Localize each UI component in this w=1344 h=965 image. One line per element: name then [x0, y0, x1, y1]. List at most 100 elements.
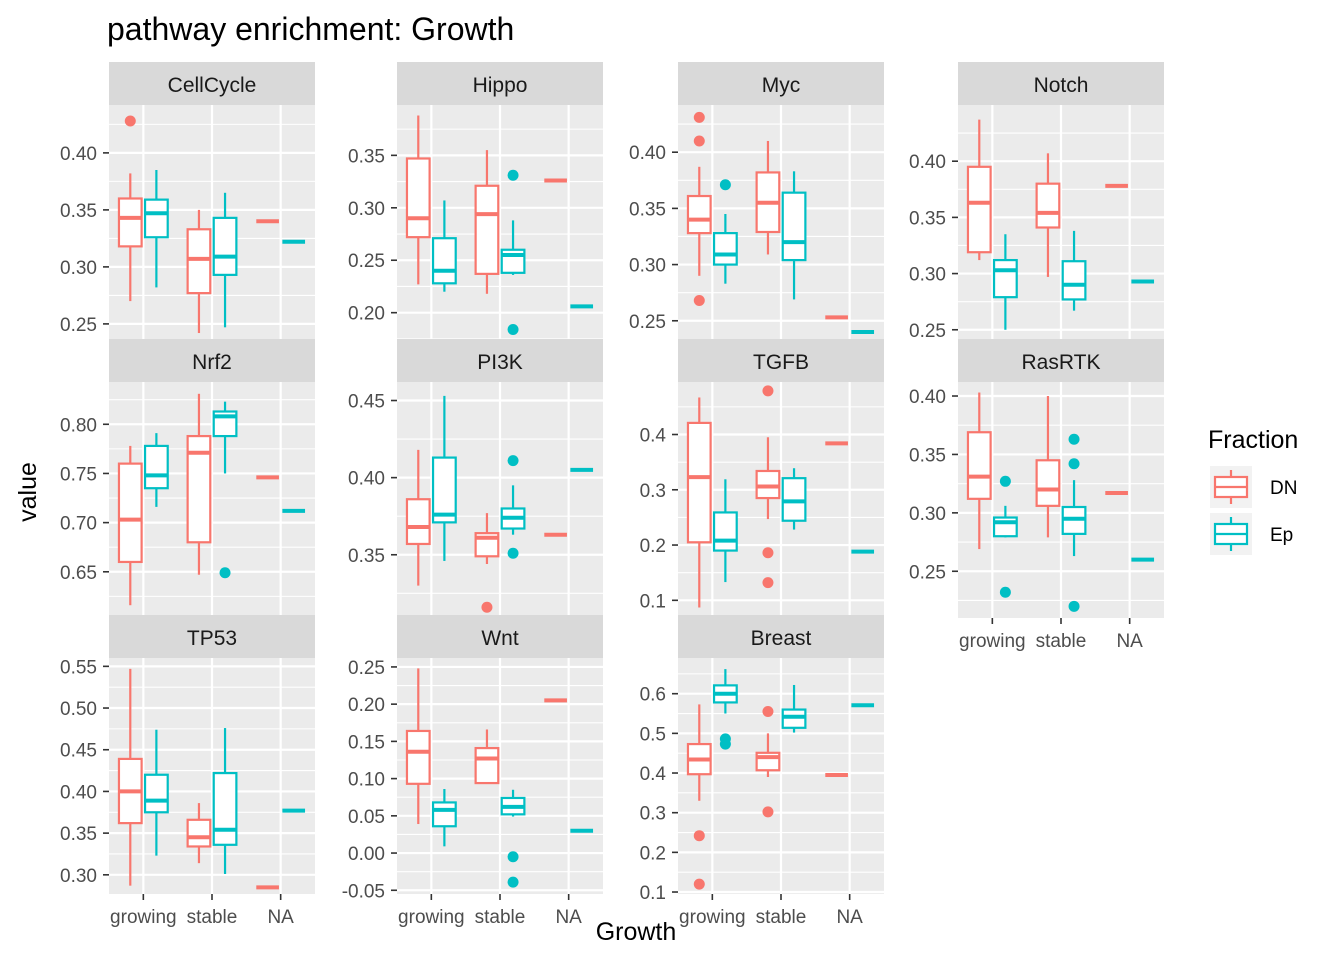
box-body	[1035, 182, 1061, 229]
box-stable-Ep	[212, 401, 238, 579]
facet-strip	[678, 615, 884, 658]
facet-Wnt: Wnt -0.05 0.00 0.05 0.10 0.15 0.20 0.25 growing s…	[342, 615, 603, 928]
y-tick-label: 0.40	[909, 387, 946, 408]
y-tick-label: 0.6	[640, 685, 666, 706]
y-tick-label: 0.75	[60, 464, 97, 485]
y-tick-label: 0.50	[60, 699, 97, 720]
y-tick-label: 0.40	[60, 782, 97, 803]
outlier-point	[693, 830, 705, 842]
y-tick-label: 0.55	[60, 657, 97, 678]
box-body	[712, 511, 738, 552]
legend-keys: DN Ep	[1210, 466, 1297, 555]
box-body	[117, 197, 143, 248]
box-growing-Ep	[712, 179, 738, 284]
box-stable-Ep	[212, 192, 238, 328]
x-tick-label: NA	[1116, 631, 1143, 652]
outlier-point	[762, 577, 774, 589]
y-tick-label: 0.3	[640, 804, 666, 825]
x-tick-label: growing	[679, 907, 746, 928]
box-growing-Ep	[143, 433, 169, 507]
box-body	[431, 456, 457, 524]
y-tick-label: -0.05	[342, 881, 385, 902]
facet-strip	[678, 339, 884, 382]
box-growing-Ep	[712, 669, 738, 750]
outlier-point	[1068, 433, 1080, 445]
y-tick-label: 0.30	[909, 504, 946, 525]
box-body	[143, 773, 169, 814]
x-tick-label: growing	[110, 907, 177, 928]
y-tick-label: 0.30	[629, 256, 666, 277]
outlier-point	[507, 169, 519, 181]
facet-TGFB: TGFB 0.1 0.2 0.3 0.4	[640, 339, 884, 624]
facet-Breast: Breast 0.1 0.2 0.3 0.4 0.5 0.6 growing stable NA	[640, 615, 884, 928]
facet-strip	[958, 339, 1164, 382]
box-body	[143, 444, 169, 490]
facet-strip-label: CellCycle	[168, 74, 257, 97]
outlier-point	[507, 547, 519, 559]
box-stable-Ep	[500, 455, 526, 559]
box-body	[186, 434, 212, 544]
outlier-point	[693, 111, 705, 123]
outlier-point	[762, 547, 774, 559]
box-growing-Ep	[431, 395, 457, 561]
facet-strip-label: PI3K	[477, 351, 523, 374]
facets-layer: CellCycle 0.25 0.30 0.35 0.40 Hippo 0.20 0.25 0.…	[60, 62, 1164, 928]
facet-strip	[397, 339, 603, 382]
y-tick-label: 0.4	[640, 764, 667, 785]
box-body	[405, 157, 431, 239]
y-tick-label: 0.25	[909, 562, 946, 583]
box-body	[686, 194, 712, 235]
facet-RasRTK: RasRTK 0.25 0.30 0.35 0.40 growing stable NA	[909, 339, 1164, 652]
facet-strip-label: Wnt	[481, 627, 519, 650]
facet-strip-label: Hippo	[473, 74, 528, 97]
box-stable-Ep	[500, 169, 526, 335]
box-body	[405, 498, 431, 546]
y-tick-label: 0.35	[60, 201, 97, 222]
outlier-point	[507, 851, 519, 863]
facet-strip	[397, 62, 603, 105]
box-body	[212, 216, 238, 276]
x-axis-title: Growth	[596, 918, 677, 946]
y-tick-label: 0.35	[909, 208, 946, 229]
box-body	[966, 165, 992, 254]
y-tick-label: 0.25	[348, 251, 385, 272]
box-growing-DN	[117, 445, 143, 606]
outlier-point	[1068, 600, 1080, 612]
y-tick-label: 0.35	[348, 546, 385, 567]
y-tick-label: 0.30	[909, 265, 946, 286]
y-tick-label: 0.20	[348, 695, 385, 716]
legend-key-DN: DN	[1210, 466, 1297, 508]
facet-PI3K: PI3K 0.35 0.40 0.45	[348, 339, 603, 624]
y-tick-label: 0.2	[640, 536, 666, 557]
box-growing-Ep	[431, 200, 457, 292]
box-body	[405, 729, 431, 785]
box-body	[474, 184, 500, 275]
facet-strip-label: TGFB	[753, 351, 809, 374]
box-stable-Ep	[781, 684, 807, 733]
box-growing-Ep	[992, 234, 1018, 330]
y-tick-label: 0.80	[60, 415, 97, 436]
box-growing-Ep	[992, 475, 1018, 598]
box-growing-DN	[686, 397, 712, 608]
box-body	[966, 431, 992, 500]
box-body	[143, 198, 169, 239]
box-stable-DN	[755, 706, 781, 818]
facet-strip	[958, 62, 1164, 105]
box-body	[712, 232, 738, 266]
y-tick-label: 0.15	[348, 732, 385, 753]
outlier-point	[1068, 458, 1080, 470]
outlier-point	[693, 878, 705, 890]
box-growing-Ep	[712, 479, 738, 583]
legend-label: Ep	[1270, 525, 1293, 546]
box-stable-Ep	[1061, 433, 1087, 612]
box-growing-DN	[405, 449, 431, 586]
outlier-point	[507, 455, 519, 467]
box-body	[1035, 459, 1061, 507]
box-growing-DN	[405, 668, 431, 825]
box-stable-DN	[186, 393, 212, 575]
box-stable-DN	[755, 140, 781, 255]
box-body	[431, 801, 457, 828]
y-tick-label: 0.35	[629, 199, 666, 220]
facet-strip-label: Nrf2	[192, 351, 232, 374]
